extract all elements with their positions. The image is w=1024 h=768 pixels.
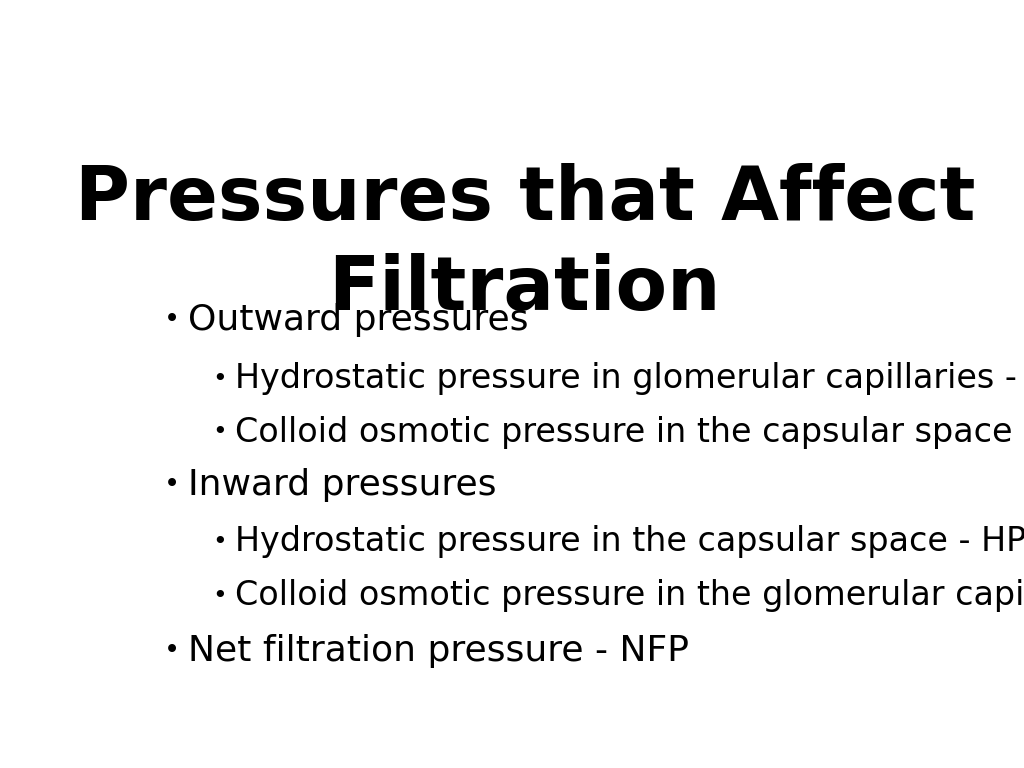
Text: Outward pressures: Outward pressures bbox=[187, 303, 528, 337]
Text: •: • bbox=[164, 307, 179, 333]
Text: Hydrostatic pressure in the capsular space - HP: Hydrostatic pressure in the capsular spa… bbox=[236, 525, 1024, 558]
Text: •: • bbox=[212, 420, 226, 444]
Text: •: • bbox=[212, 584, 226, 608]
Text: Net filtration pressure - NFP: Net filtration pressure - NFP bbox=[187, 634, 688, 668]
Text: Colloid osmotic pressure in the glomerular capillaries -: Colloid osmotic pressure in the glomerul… bbox=[236, 580, 1024, 613]
Text: Pressures that Affect
Filtration: Pressures that Affect Filtration bbox=[75, 163, 975, 326]
Text: •: • bbox=[164, 638, 179, 664]
Text: Inward pressures: Inward pressures bbox=[187, 468, 496, 502]
Text: •: • bbox=[212, 530, 226, 554]
Text: Hydrostatic pressure in glomerular capillaries - HP: Hydrostatic pressure in glomerular capil… bbox=[236, 362, 1024, 396]
Text: •: • bbox=[164, 472, 179, 498]
Text: Colloid osmotic pressure in the capsular space: Colloid osmotic pressure in the capsular… bbox=[236, 415, 1013, 449]
Text: •: • bbox=[212, 367, 226, 391]
